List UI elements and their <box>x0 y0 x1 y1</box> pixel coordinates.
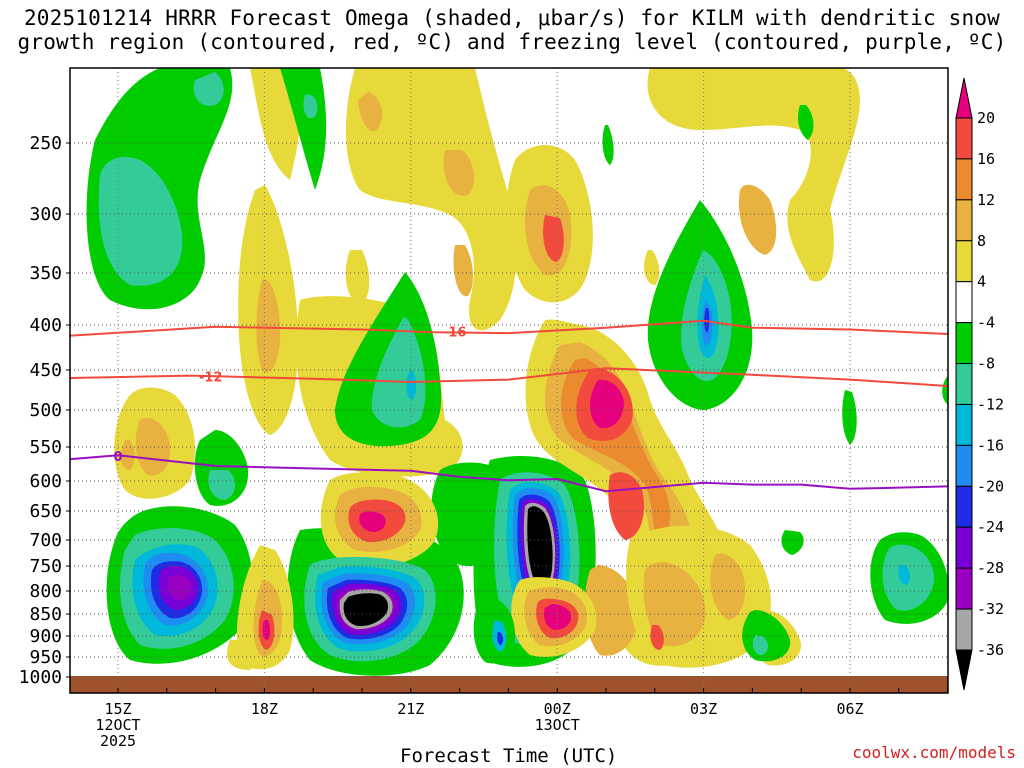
colorbar-segment <box>955 199 973 242</box>
colorbar-label: -24 <box>977 518 1004 536</box>
colorbar-segment <box>955 281 973 324</box>
colorbar-segment <box>955 240 973 283</box>
grid-lines <box>70 68 948 693</box>
colorbar-label: 8 <box>977 232 986 250</box>
colorbar-label: 16 <box>977 150 995 168</box>
x-tick-label: 06Z <box>836 700 863 718</box>
y-tick-label: 850 <box>29 604 62 625</box>
y-tick-label: 400 <box>29 315 62 336</box>
colorbar-label: -16 <box>977 436 1004 454</box>
colorbar-label: -20 <box>977 477 1004 495</box>
colorbar-segment <box>955 567 973 610</box>
colorbar-segment <box>955 117 973 160</box>
colorbar-segment <box>955 485 973 528</box>
colorbar-label: -28 <box>977 559 1004 577</box>
y-tick-label: 1000 <box>19 667 62 688</box>
colorbar-label: 4 <box>977 273 986 291</box>
contour-label: -12 <box>199 370 223 385</box>
contour-line--12 <box>69 367 948 387</box>
colorbar-label: 20 <box>977 109 995 127</box>
omega-shading <box>70 68 948 693</box>
contour-line-0 <box>69 454 948 493</box>
contour-label: 0 <box>113 450 122 465</box>
y-tick-label: 800 <box>29 581 62 602</box>
contour-label: -16 <box>443 325 467 340</box>
colorbar: 20 16 12 8 4 -4 -8 -12 -16 -20 -24 -28 -32 -36 <box>955 77 1004 691</box>
x-tick-label: 00Z <box>544 700 571 718</box>
y-tick-label: 500 <box>29 400 62 421</box>
y-tick-label: 900 <box>29 626 62 647</box>
ground-surface <box>70 676 948 693</box>
y-tick-label: 300 <box>29 204 62 225</box>
x-tick-label: 18Z <box>251 700 278 718</box>
colorbar-min-arrow <box>955 649 973 691</box>
colorbar-label: -12 <box>977 395 1004 413</box>
colorbar-segment <box>955 363 973 405</box>
y-tick-label: 600 <box>29 471 62 492</box>
source-credit[interactable]: coolwx.com/models <box>852 743 1016 762</box>
x-tick-label: 13OCT <box>535 716 580 734</box>
x-tick-label: 12OCT <box>95 716 140 734</box>
x-tick-label: 15Z <box>104 700 131 718</box>
y-tick-label: 450 <box>29 360 62 381</box>
y-tick-label: 700 <box>29 530 62 551</box>
y-tick-label: 250 <box>29 133 62 154</box>
contour-line--16 <box>69 319 948 337</box>
colorbar-label: -8 <box>977 355 995 373</box>
colorbar-max-arrow <box>955 77 973 119</box>
y-tick-label: 650 <box>29 501 62 522</box>
colorbar-segment <box>955 322 973 365</box>
colorbar-segment <box>955 403 973 446</box>
colorbar-segment <box>955 526 973 569</box>
title-line-1: 2025101214 HRRR Forecast Omega (shaded, … <box>23 6 1001 30</box>
colorbar-segment <box>955 158 973 201</box>
y-tick-label: 750 <box>29 556 62 577</box>
y-tick-label: 950 <box>29 647 62 668</box>
plot-frame <box>69 67 949 694</box>
y-tick-label: 350 <box>29 263 62 284</box>
y-tick-label: 550 <box>29 437 62 458</box>
colorbar-label: 12 <box>977 191 995 209</box>
colorbar-segment <box>955 444 973 487</box>
x-tick-label: 21Z <box>397 700 424 718</box>
x-tick-label: 03Z <box>690 700 717 718</box>
omega-min-core-21z <box>343 593 388 627</box>
colorbar-label: -36 <box>977 641 1004 659</box>
colorbar-label: -32 <box>977 600 1004 618</box>
colorbar-label: -4 <box>977 314 995 332</box>
colorbar-segment <box>955 608 973 651</box>
chart-title: 2025101214 HRRR Forecast Omega (shaded, … <box>0 6 1024 54</box>
x-axis-label: Forecast Time (UTC) <box>400 745 618 767</box>
temperature-contours: -16 -12 0 <box>69 319 948 493</box>
y-axis: 2503003504004505005506006507007508008509… <box>19 133 70 688</box>
title-line-2: growth region (contoured, red, ºC) and f… <box>17 30 1007 54</box>
x-tick-label: 2025 <box>100 732 136 750</box>
